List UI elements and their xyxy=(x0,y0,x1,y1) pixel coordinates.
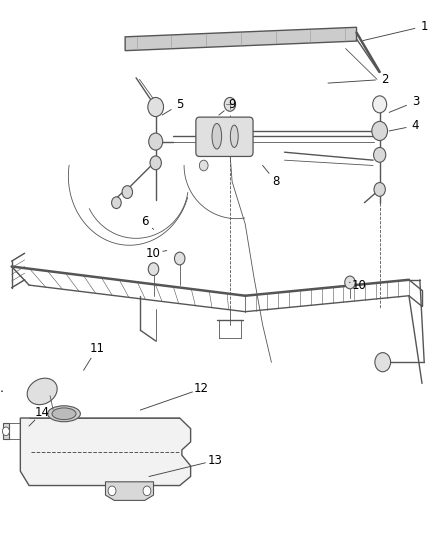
Polygon shape xyxy=(106,482,153,500)
Ellipse shape xyxy=(48,406,81,422)
Text: 3: 3 xyxy=(412,95,419,108)
Text: 10: 10 xyxy=(351,279,366,292)
Circle shape xyxy=(122,185,133,198)
Text: 11: 11 xyxy=(89,342,104,356)
Circle shape xyxy=(374,148,386,163)
Circle shape xyxy=(3,427,10,435)
Text: 14: 14 xyxy=(35,406,49,419)
Text: 2: 2 xyxy=(381,73,389,86)
Ellipse shape xyxy=(27,378,57,405)
Circle shape xyxy=(372,122,388,141)
Circle shape xyxy=(374,182,385,196)
Text: 9: 9 xyxy=(228,98,236,111)
Circle shape xyxy=(150,156,161,169)
Circle shape xyxy=(143,486,151,496)
FancyBboxPatch shape xyxy=(196,117,253,157)
Circle shape xyxy=(174,252,185,265)
Circle shape xyxy=(108,486,116,496)
Text: 4: 4 xyxy=(412,119,419,132)
Text: 13: 13 xyxy=(207,454,222,467)
Text: 8: 8 xyxy=(272,175,279,188)
Circle shape xyxy=(149,133,162,150)
Text: 5: 5 xyxy=(176,98,184,111)
Polygon shape xyxy=(125,27,357,51)
Polygon shape xyxy=(20,418,191,486)
Polygon shape xyxy=(3,423,10,439)
Text: 1: 1 xyxy=(420,20,428,33)
Circle shape xyxy=(148,98,163,117)
Circle shape xyxy=(345,276,355,289)
Text: 10: 10 xyxy=(146,247,161,260)
Text: 6: 6 xyxy=(141,215,148,228)
Circle shape xyxy=(373,96,387,113)
Circle shape xyxy=(224,98,236,111)
Ellipse shape xyxy=(230,125,238,148)
Circle shape xyxy=(199,160,208,171)
Ellipse shape xyxy=(52,408,76,419)
Ellipse shape xyxy=(212,124,222,149)
Circle shape xyxy=(112,197,121,208)
Circle shape xyxy=(375,353,391,372)
Circle shape xyxy=(148,263,159,276)
Text: 12: 12 xyxy=(194,382,209,395)
